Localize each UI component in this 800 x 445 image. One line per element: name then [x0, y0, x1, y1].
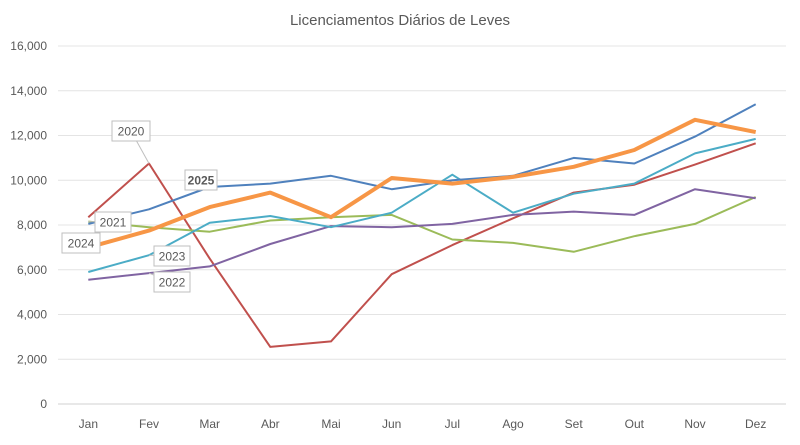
series-lines — [88, 104, 755, 347]
x-tick-label: Jul — [445, 417, 460, 431]
x-tick-label: Nov — [684, 417, 705, 431]
svg-text:2023: 2023 — [159, 250, 186, 264]
chart-title: Licenciamentos Diários de Leves — [290, 12, 510, 29]
y-tick-label: 14,000 — [10, 84, 47, 98]
svg-text:2022: 2022 — [159, 276, 186, 290]
svg-text:2020: 2020 — [118, 125, 145, 139]
x-tick-label: Jun — [382, 417, 401, 431]
x-tick-label: Mai — [321, 417, 340, 431]
x-tick-label: Dez — [745, 417, 766, 431]
x-tick-label: Ago — [502, 417, 524, 431]
series-labels: 2020 2021 2022 2023 2025 2024 — [62, 121, 217, 292]
x-tick-label: Set — [565, 417, 584, 431]
series-label-2022: 2022 — [149, 272, 190, 292]
x-tick-label: Jan — [79, 417, 98, 431]
x-axis: Jan Fev Mar Abr Mai Jun Jul Ago Set Out Nov Dez — [79, 417, 767, 431]
x-tick-label: Out — [625, 417, 645, 431]
y-tick-label: 10,000 — [10, 173, 47, 187]
y-axis: 0 2,000 4,000 6,000 8,000 10,000 12,000 14,000 1… — [10, 39, 47, 411]
series-label-2025: 2025 — [185, 170, 217, 190]
svg-text:2025: 2025 — [188, 174, 215, 188]
y-tick-label: 4,000 — [17, 308, 47, 322]
y-tick-label: 2,000 — [17, 352, 47, 366]
y-tick-label: 0 — [40, 397, 47, 411]
y-tick-label: 12,000 — [10, 129, 47, 143]
series-label-2020: 2020 — [112, 121, 150, 163]
y-tick-label: 16,000 — [10, 39, 47, 53]
series-label-2021: 2021 — [88, 212, 131, 232]
y-tick-label: 8,000 — [17, 218, 47, 232]
y-tick-label: 6,000 — [17, 263, 47, 277]
svg-text:2024: 2024 — [68, 237, 95, 251]
x-tick-label: Abr — [261, 417, 280, 431]
x-tick-label: Mar — [199, 417, 220, 431]
svg-text:2021: 2021 — [100, 216, 127, 230]
series-label-2023: 2023 — [149, 246, 190, 266]
series-label-2024: 2024 — [62, 233, 100, 253]
x-tick-label: Fev — [139, 417, 159, 431]
